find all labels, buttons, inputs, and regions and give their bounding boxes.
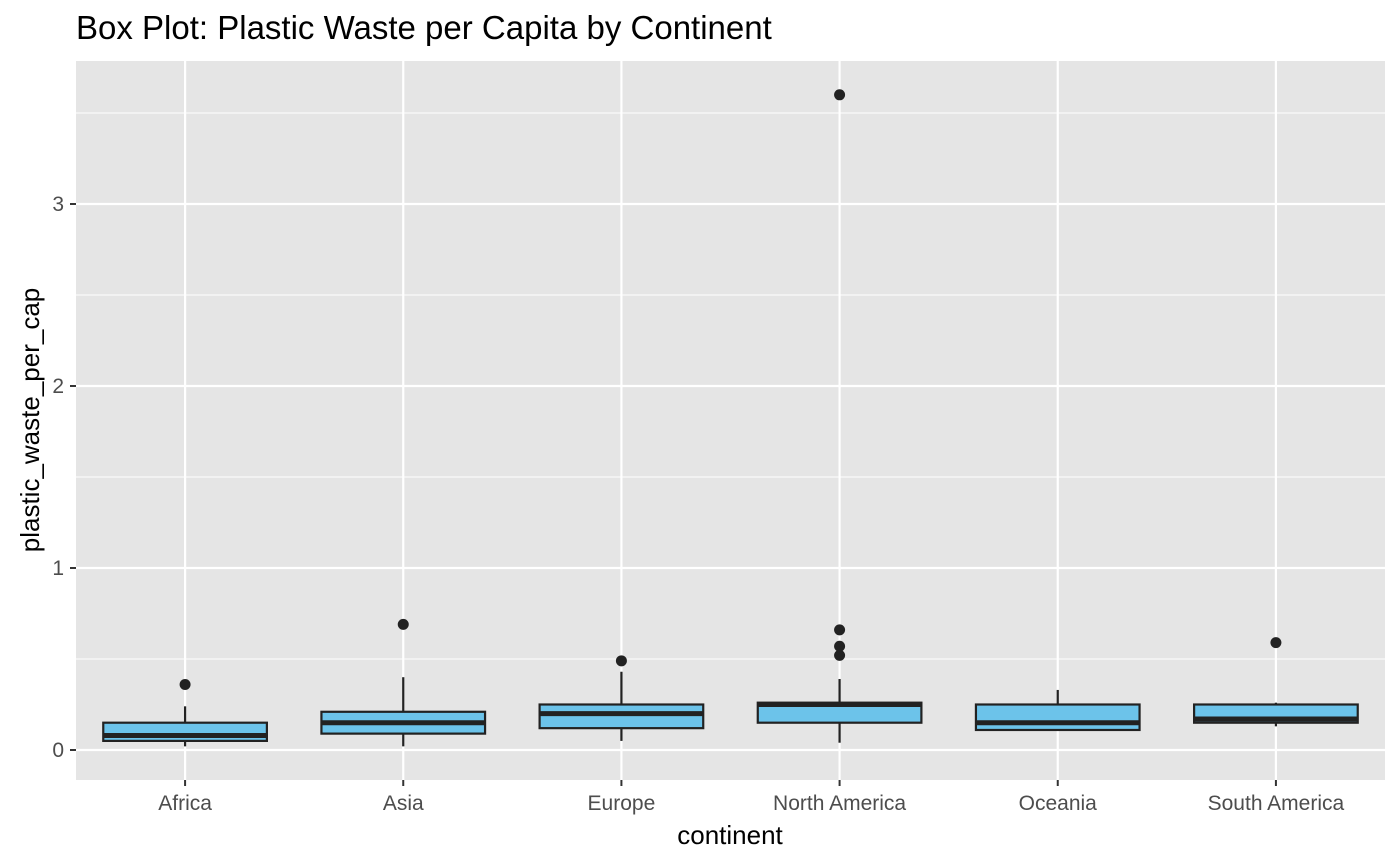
box-body: [974, 703, 1141, 732]
boxes: [102, 89, 1359, 747]
outlier-point: [834, 624, 846, 636]
plot-panel: [76, 61, 1385, 780]
y-tick-label: 0: [52, 739, 64, 762]
x-tick-label: Oceania: [1019, 792, 1098, 815]
x-tick-label: South America: [1208, 792, 1345, 815]
outlier-point: [1270, 637, 1282, 649]
x-axis-title: continent: [677, 820, 783, 850]
x-tick-label: Africa: [158, 792, 212, 815]
outlier-point: [179, 678, 191, 690]
y-axis-title: plastic_waste_per_cap: [15, 288, 45, 553]
chart-title: Box Plot: Plastic Waste per Capita by Co…: [76, 9, 772, 46]
box-africa: [102, 678, 268, 747]
x-tick-label: North America: [773, 792, 906, 815]
box-south-america: [1193, 637, 1359, 727]
outlier-point: [834, 89, 846, 101]
y-tick-label: 1: [52, 557, 64, 580]
box-europe: [538, 655, 705, 741]
y-tick-label: 2: [52, 375, 64, 398]
y-tick-label: 3: [52, 193, 64, 216]
x-tick-label: Asia: [383, 792, 424, 815]
outlier-point: [834, 649, 846, 661]
box-north-america: [756, 89, 923, 743]
box-body: [102, 721, 268, 743]
outlier-point: [834, 640, 846, 652]
box-oceania: [974, 689, 1141, 732]
y-axis: 0 1 2 3: [52, 193, 76, 762]
box-asia: [320, 618, 487, 747]
outlier-point: [397, 618, 409, 630]
x-tick-label: Europe: [588, 792, 656, 815]
box-body: [538, 703, 705, 730]
grid: [76, 61, 1385, 780]
outlier-point: [615, 655, 627, 667]
x-axis: Africa Asia Europe North America Oceania Sout…: [158, 780, 1345, 815]
